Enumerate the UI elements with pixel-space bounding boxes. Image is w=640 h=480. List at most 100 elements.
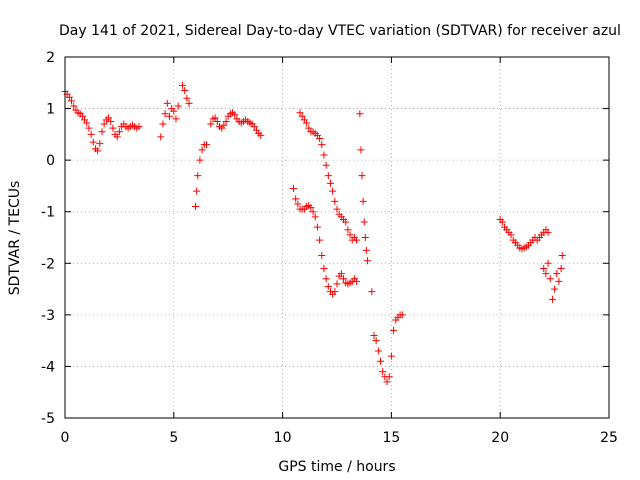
- data-point: [105, 114, 113, 122]
- chart-title: Day 141 of 2021, Sidereal Day-to-day VTE…: [59, 23, 621, 39]
- data-point: [161, 110, 169, 118]
- y-tick-label: -5: [41, 411, 55, 427]
- data-point: [544, 259, 552, 267]
- data-point: [553, 270, 561, 278]
- data-point: [78, 112, 86, 120]
- data-point: [322, 161, 330, 169]
- data-point: [68, 97, 76, 105]
- data-point: [353, 236, 361, 244]
- data-point: [383, 378, 391, 386]
- data-point: [179, 81, 187, 89]
- y-tick-label: -4: [41, 359, 55, 375]
- data-point: [94, 147, 102, 155]
- data-point: [194, 172, 202, 180]
- data-point: [329, 187, 337, 195]
- data-point: [231, 111, 239, 119]
- y-tick-label: 2: [46, 50, 55, 66]
- data-point: [165, 112, 173, 120]
- data-point: [363, 257, 371, 265]
- data-point: [298, 112, 306, 120]
- data-point: [220, 121, 228, 129]
- data-point: [342, 218, 350, 226]
- x-tick-label: 10: [274, 430, 292, 446]
- data-point: [174, 102, 182, 110]
- data-point: [333, 280, 341, 288]
- data-point: [289, 185, 297, 193]
- data-point: [202, 141, 210, 149]
- data-point: [320, 151, 328, 159]
- data-point: [193, 187, 201, 195]
- data-point: [113, 133, 121, 141]
- data-point: [163, 99, 171, 107]
- data-point: [557, 264, 565, 272]
- data-point: [362, 246, 370, 254]
- data-point: [374, 347, 382, 355]
- data-point: [385, 373, 393, 381]
- data-point: [361, 234, 369, 241]
- data-point: [372, 337, 380, 345]
- data-point: [322, 275, 330, 283]
- data-point: [196, 156, 204, 164]
- data-point: [83, 119, 91, 127]
- data-points: [61, 81, 566, 386]
- axis-ticks: [64, 56, 610, 419]
- grid: [65, 57, 609, 418]
- x-axis-label: GPS time / hours: [278, 459, 395, 475]
- y-tick-label: 1: [46, 102, 55, 118]
- data-point: [98, 128, 106, 136]
- data-point: [331, 288, 339, 296]
- data-point: [135, 123, 143, 131]
- data-point: [377, 357, 385, 365]
- data-point: [498, 218, 506, 226]
- data-point: [353, 277, 361, 285]
- data-point: [316, 134, 324, 142]
- data-point: [398, 311, 406, 319]
- data-point: [326, 179, 334, 187]
- data-point: [379, 368, 387, 376]
- data-point: [313, 223, 321, 231]
- x-tick-label: 0: [61, 430, 70, 446]
- data-point: [555, 277, 563, 285]
- data-point: [181, 87, 189, 95]
- data-point: [96, 140, 104, 148]
- data-point: [558, 252, 566, 260]
- x-tick-label: 5: [169, 430, 178, 446]
- data-point: [359, 197, 367, 205]
- tick-labels: 0 5 10 15 20 25 -5 -4 -3 -2 -1 0 1 2: [41, 50, 618, 446]
- data-point: [333, 205, 341, 213]
- data-point: [318, 141, 326, 149]
- data-point: [542, 270, 550, 278]
- data-point: [207, 120, 215, 128]
- data-point: [307, 204, 315, 212]
- data-point: [344, 226, 352, 234]
- data-point: [100, 120, 108, 128]
- data-point: [309, 208, 317, 216]
- data-point: [551, 285, 559, 293]
- data-point: [324, 282, 332, 290]
- data-point: [324, 172, 332, 180]
- data-point: [358, 172, 366, 180]
- data-point: [387, 352, 395, 360]
- data-point: [107, 117, 115, 125]
- x-tick-label: 15: [382, 430, 400, 446]
- data-point: [331, 197, 339, 205]
- data-point: [357, 146, 365, 154]
- x-tick-label: 25: [600, 430, 618, 446]
- y-tick-label: -1: [41, 205, 55, 221]
- data-point: [340, 275, 348, 283]
- data-point: [65, 93, 73, 101]
- data-point: [540, 264, 548, 272]
- data-point: [294, 200, 302, 208]
- data-point: [89, 138, 97, 146]
- data-point: [109, 124, 117, 132]
- data-point: [85, 124, 93, 132]
- data-point: [185, 99, 193, 107]
- data-point: [303, 119, 311, 127]
- data-point: [157, 133, 165, 141]
- data-point: [546, 275, 554, 283]
- data-point: [368, 288, 376, 296]
- data-point: [548, 295, 556, 303]
- data-point: [296, 109, 304, 117]
- data-point: [192, 203, 200, 211]
- data-point: [318, 252, 326, 260]
